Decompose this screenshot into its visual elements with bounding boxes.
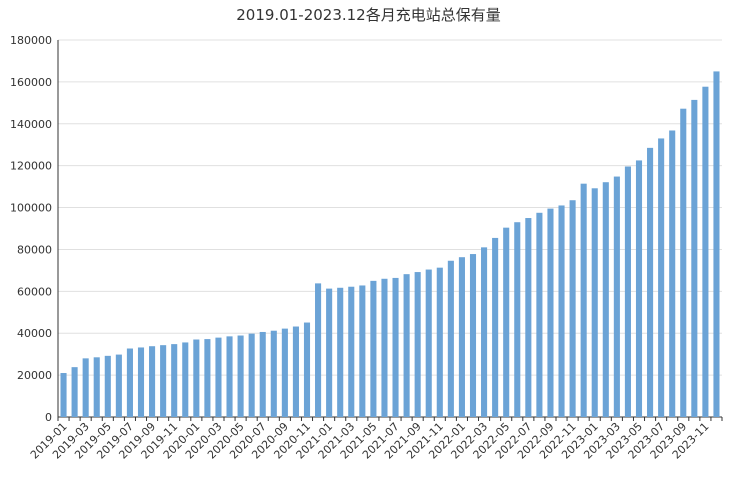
bar [326,288,333,417]
bar [104,355,111,417]
bar [93,357,100,417]
bar [303,322,311,417]
bar [447,260,454,417]
y-tick-label: 160000 [10,76,52,89]
bar [525,218,532,417]
y-tick-label: 60000 [17,285,52,298]
bar [691,99,698,417]
y-tick-label: 20000 [17,369,52,382]
bar [215,337,222,417]
bar [348,286,355,417]
chart-title: 2019.01-2023.12各月充电站总保有量 [236,6,501,24]
bar [149,346,156,417]
bar [226,336,233,417]
bar [669,130,676,418]
bar [547,208,554,417]
bar [237,335,244,417]
bar [337,287,344,417]
bar [381,278,388,417]
bar [126,348,133,417]
bar [60,373,67,417]
bar [425,269,432,417]
bar [469,254,477,417]
y-tick-label: 140000 [10,118,52,131]
y-tick-label: 0 [45,411,52,424]
bar [613,176,620,417]
bar [492,237,499,417]
bar [481,247,488,417]
bar [602,182,609,417]
y-tick-label: 180000 [10,34,52,47]
bar [702,86,709,417]
bar [403,274,410,417]
bar [193,339,200,417]
bar [315,283,322,417]
bar [82,358,89,417]
bar [115,354,122,417]
y-tick-label: 80000 [17,243,52,256]
bar [647,147,654,417]
bar [171,344,178,417]
bar [591,188,598,417]
bar [392,277,399,417]
bar [713,71,720,418]
bar [635,160,643,418]
bar [204,339,211,417]
bar [580,183,587,417]
bar [503,227,510,417]
y-tick-label: 40000 [17,327,52,340]
bar [182,342,189,417]
bar [536,212,543,417]
bar [370,280,377,417]
bar [458,257,465,417]
bar [270,330,277,417]
bar [514,222,521,417]
bar [71,367,78,417]
bar [259,331,266,417]
bar [680,108,687,417]
bar [658,138,665,417]
bar [160,345,167,417]
bar [436,267,443,417]
y-tick-label: 100000 [10,202,52,215]
bar [281,328,288,417]
bar [359,285,366,417]
bar [248,333,255,417]
y-tick-label: 120000 [10,160,52,173]
bar [569,200,576,417]
bar [292,326,299,417]
bar [624,166,631,417]
bar [558,205,565,417]
bar [137,347,145,417]
bar [414,272,421,417]
